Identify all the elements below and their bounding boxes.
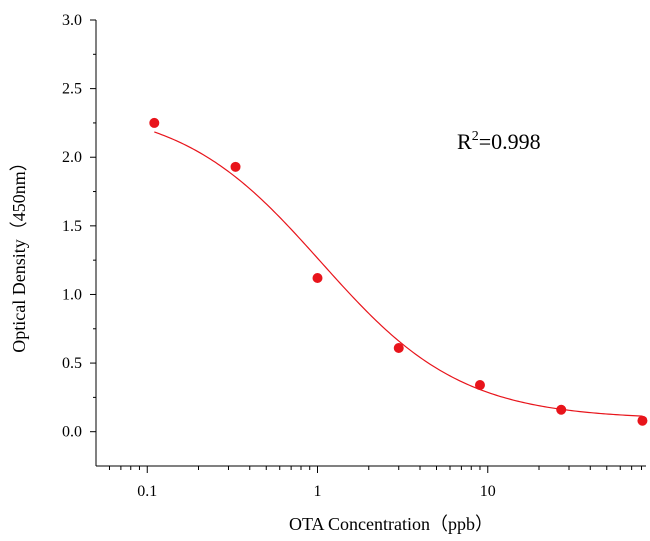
- x-tick-label: 10: [480, 483, 496, 500]
- y-tick-label: 2.5: [62, 81, 82, 98]
- data-point: [637, 415, 648, 426]
- r-squared-superscript: 2: [472, 129, 479, 144]
- x-axis-title: OTA Concentration（ppb）: [289, 514, 493, 534]
- x-axis-ticks: 0.1 1 10: [108, 466, 643, 500]
- r-squared-base: R: [457, 129, 472, 154]
- y-tick-label: 0.5: [62, 355, 82, 372]
- y-axis-title: Optical Density（450nm）: [9, 153, 29, 352]
- y-tick-label: 1.0: [62, 286, 82, 303]
- y-axis-ticks: 0.0 0.5 1.0 1.5 2.0 2.5 3.0: [62, 12, 96, 441]
- x-tick-label: 1: [314, 483, 322, 500]
- data-point: [393, 342, 404, 353]
- r-squared-value: =0.998: [479, 129, 541, 154]
- fit-layer: [154, 131, 643, 417]
- x-tick-label: 0.1: [137, 483, 157, 500]
- y-tick-label: 1.5: [62, 218, 82, 235]
- y-tick-label: 3.0: [62, 12, 82, 29]
- r-squared-annotation: R2=0.998: [457, 129, 541, 154]
- axes: [95, 20, 646, 467]
- data-point: [474, 380, 485, 391]
- data-point: [312, 272, 323, 283]
- data-point: [230, 161, 241, 172]
- data-point: [556, 404, 567, 415]
- fit-curve: [154, 131, 643, 417]
- data-point: [149, 117, 160, 128]
- y-tick-label: 2.0: [62, 149, 82, 166]
- y-tick-label: 0.0: [62, 424, 82, 441]
- data-points: [149, 117, 648, 426]
